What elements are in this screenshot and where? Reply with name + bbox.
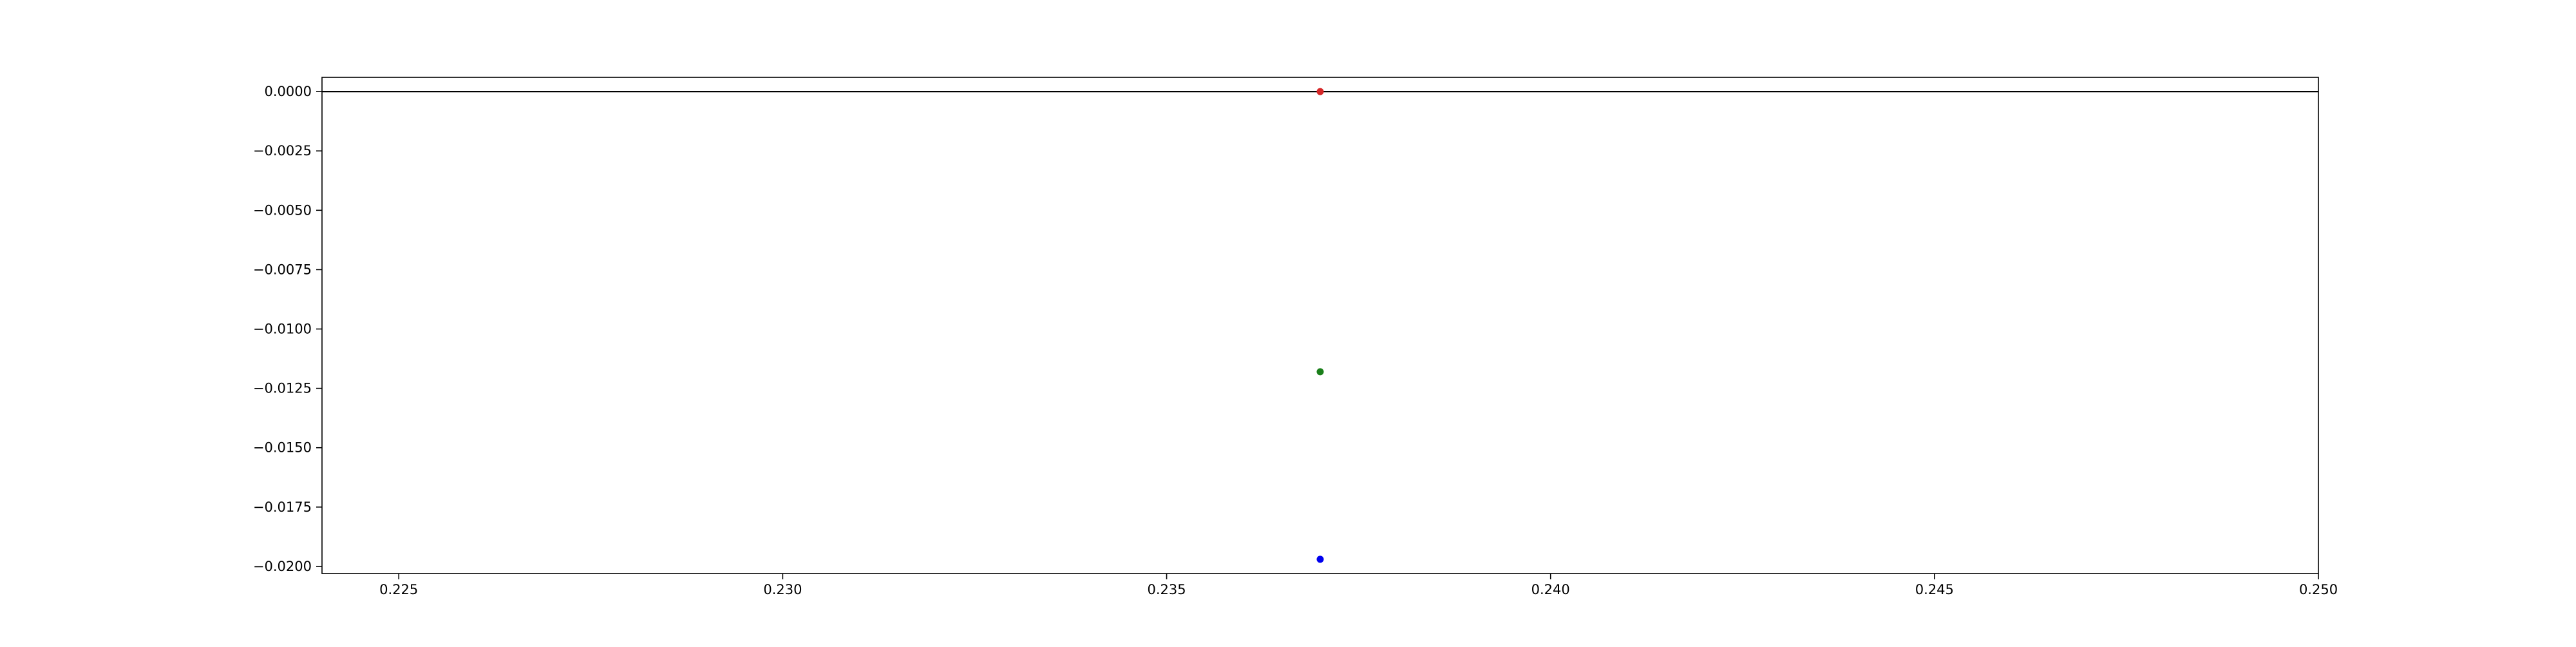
x-tick-label: 0.240 (1531, 582, 1570, 597)
data-point (1316, 368, 1324, 376)
x-tick-label: 0.250 (2299, 582, 2338, 597)
x-tick-label: 0.225 (379, 582, 418, 597)
y-tick-label: −0.0150 (253, 440, 312, 456)
y-tick-label: −0.0200 (253, 559, 312, 574)
x-axis: 0.225 0.230 0.235 0.240 0.245 0.250 (379, 574, 2338, 597)
plot-frame (321, 77, 2319, 574)
x-tick-label: 0.230 (763, 582, 802, 597)
y-tick-label: −0.0025 (253, 143, 312, 159)
y-tick-label: −0.0100 (253, 322, 312, 337)
y-tick-label: −0.0125 (253, 381, 312, 396)
x-tick-label: 0.245 (1915, 582, 1954, 597)
y-axis: 0.0000 −0.0025 −0.0050 −0.0075 −0.0100 −0.012… (253, 84, 322, 574)
marks-layer (322, 88, 2318, 563)
y-tick-label: −0.0175 (253, 499, 312, 515)
y-tick-label: −0.0050 (253, 202, 312, 218)
data-point (1316, 555, 1324, 563)
x-tick-label: 0.235 (1147, 582, 1186, 597)
y-tick-label: 0.0000 (265, 84, 312, 99)
data-point (1316, 88, 1324, 95)
y-tick-label: −0.0075 (253, 262, 312, 277)
